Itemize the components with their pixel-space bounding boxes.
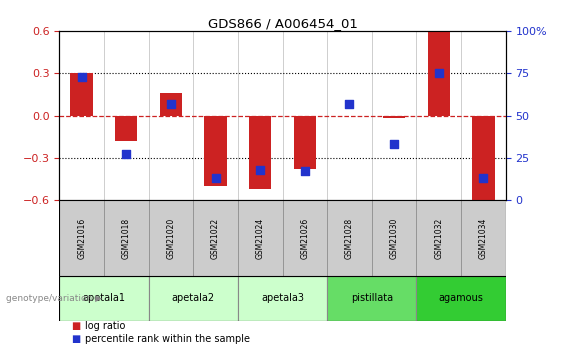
- Bar: [193, 200, 238, 276]
- Text: GSM21020: GSM21020: [167, 217, 175, 259]
- Bar: [71, 73, 93, 116]
- Text: GSM21028: GSM21028: [345, 217, 354, 259]
- Point: [255, 167, 264, 172]
- Bar: [428, 31, 450, 116]
- Bar: [205, 116, 227, 186]
- Bar: [383, 116, 405, 118]
- Bar: [294, 116, 316, 169]
- Bar: [249, 116, 271, 189]
- Point: [390, 141, 399, 147]
- Text: ■: ■: [71, 334, 80, 344]
- Point: [122, 152, 131, 157]
- Text: pistillata: pistillata: [351, 294, 393, 303]
- Text: GSM21030: GSM21030: [390, 217, 398, 259]
- Bar: [59, 200, 104, 276]
- Point: [301, 169, 310, 174]
- Bar: [160, 93, 182, 116]
- Text: percentile rank within the sample: percentile rank within the sample: [85, 334, 250, 344]
- Text: GSM21016: GSM21016: [77, 217, 86, 259]
- Bar: [327, 200, 372, 276]
- Bar: [372, 200, 416, 276]
- Text: GSM21022: GSM21022: [211, 217, 220, 259]
- Bar: [104, 200, 149, 276]
- Point: [167, 101, 176, 107]
- Text: apetala1: apetala1: [82, 294, 125, 303]
- Text: GSM21032: GSM21032: [434, 217, 443, 259]
- Text: GSM21034: GSM21034: [479, 217, 488, 259]
- Title: GDS866 / A006454_01: GDS866 / A006454_01: [207, 17, 358, 30]
- Bar: [149, 200, 193, 276]
- Point: [77, 74, 86, 79]
- Bar: [472, 116, 494, 200]
- Bar: [327, 276, 416, 321]
- Point: [479, 175, 488, 181]
- Bar: [149, 276, 238, 321]
- Text: genotype/variation ▶: genotype/variation ▶: [6, 294, 102, 303]
- Text: agamous: agamous: [438, 294, 484, 303]
- Point: [345, 101, 354, 107]
- Point: [434, 71, 444, 76]
- Bar: [461, 200, 506, 276]
- Text: log ratio: log ratio: [85, 321, 125, 331]
- Text: GSM21026: GSM21026: [301, 217, 309, 259]
- Bar: [115, 116, 137, 141]
- Bar: [238, 276, 327, 321]
- Bar: [238, 200, 282, 276]
- Bar: [59, 276, 149, 321]
- Text: apetala2: apetala2: [172, 294, 215, 303]
- Text: GSM21018: GSM21018: [122, 217, 131, 259]
- Text: apetala3: apetala3: [261, 294, 304, 303]
- Bar: [416, 276, 506, 321]
- Bar: [282, 200, 327, 276]
- Bar: [416, 200, 461, 276]
- Text: GSM21024: GSM21024: [256, 217, 264, 259]
- Text: ■: ■: [71, 321, 80, 331]
- Point: [211, 175, 220, 181]
